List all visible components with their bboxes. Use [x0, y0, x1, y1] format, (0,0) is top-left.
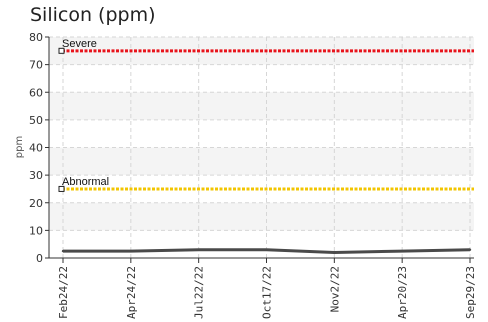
series-point-0-0	[61, 249, 65, 253]
series-point-0-1	[129, 249, 133, 253]
x-tick-label-2: Jul22/22	[193, 266, 206, 319]
y-tick-label-8: 80	[29, 31, 43, 44]
y-tick-label-1: 10	[29, 224, 43, 237]
series-point-0-4	[333, 251, 336, 254]
y-tick-label-7: 70	[29, 59, 43, 72]
series-point-0-6	[468, 248, 472, 251]
y-tick-label-3: 30	[29, 169, 43, 182]
y-tick-label-2: 20	[29, 197, 43, 210]
series-point-0-2	[197, 248, 200, 251]
threshold-lines: Severe Abnormal	[58, 38, 474, 192]
x-tick-label-4: Nov2/22	[328, 266, 341, 312]
x-tick-label-1: Apr24/22	[125, 266, 138, 319]
threshold-marker-abnormal	[58, 185, 65, 192]
x-tick-label-3: Oct17/22	[261, 266, 274, 319]
background-bands	[49, 37, 474, 231]
chart-title: Silicon (ppm)	[30, 4, 156, 26]
series-lines	[61, 248, 472, 254]
threshold-label-severe: Severe	[62, 38, 97, 50]
band-5	[49, 92, 474, 120]
x-tick-label-6: Sep29/23	[464, 266, 477, 319]
y-tick-label-4: 40	[29, 142, 43, 155]
x-tick-label-5: Apr20/23	[396, 266, 409, 319]
threshold-label-abnormal: Abnormal	[62, 176, 109, 188]
y-tick-label-5: 50	[29, 114, 43, 127]
y-tick-labels: 0 10 20 30 40 50 60 70 80	[29, 31, 49, 265]
y-axis-label: ppm	[14, 136, 25, 158]
series-point-0-5	[400, 249, 404, 253]
series-point-0-3	[265, 248, 268, 251]
y-tick-label-0: 0	[36, 252, 43, 265]
band-3	[49, 147, 474, 176]
threshold-marker-severe	[58, 47, 65, 54]
x-tick-label-0: Feb24/22	[57, 266, 70, 319]
x-tick-labels: Feb24/22 Apr24/22 Jul22/22 Oct17/22 Nov2/22 A…	[57, 258, 477, 319]
band-1	[49, 202, 474, 231]
y-tick-label-6: 60	[29, 86, 43, 99]
grid-lines	[49, 36, 474, 258]
